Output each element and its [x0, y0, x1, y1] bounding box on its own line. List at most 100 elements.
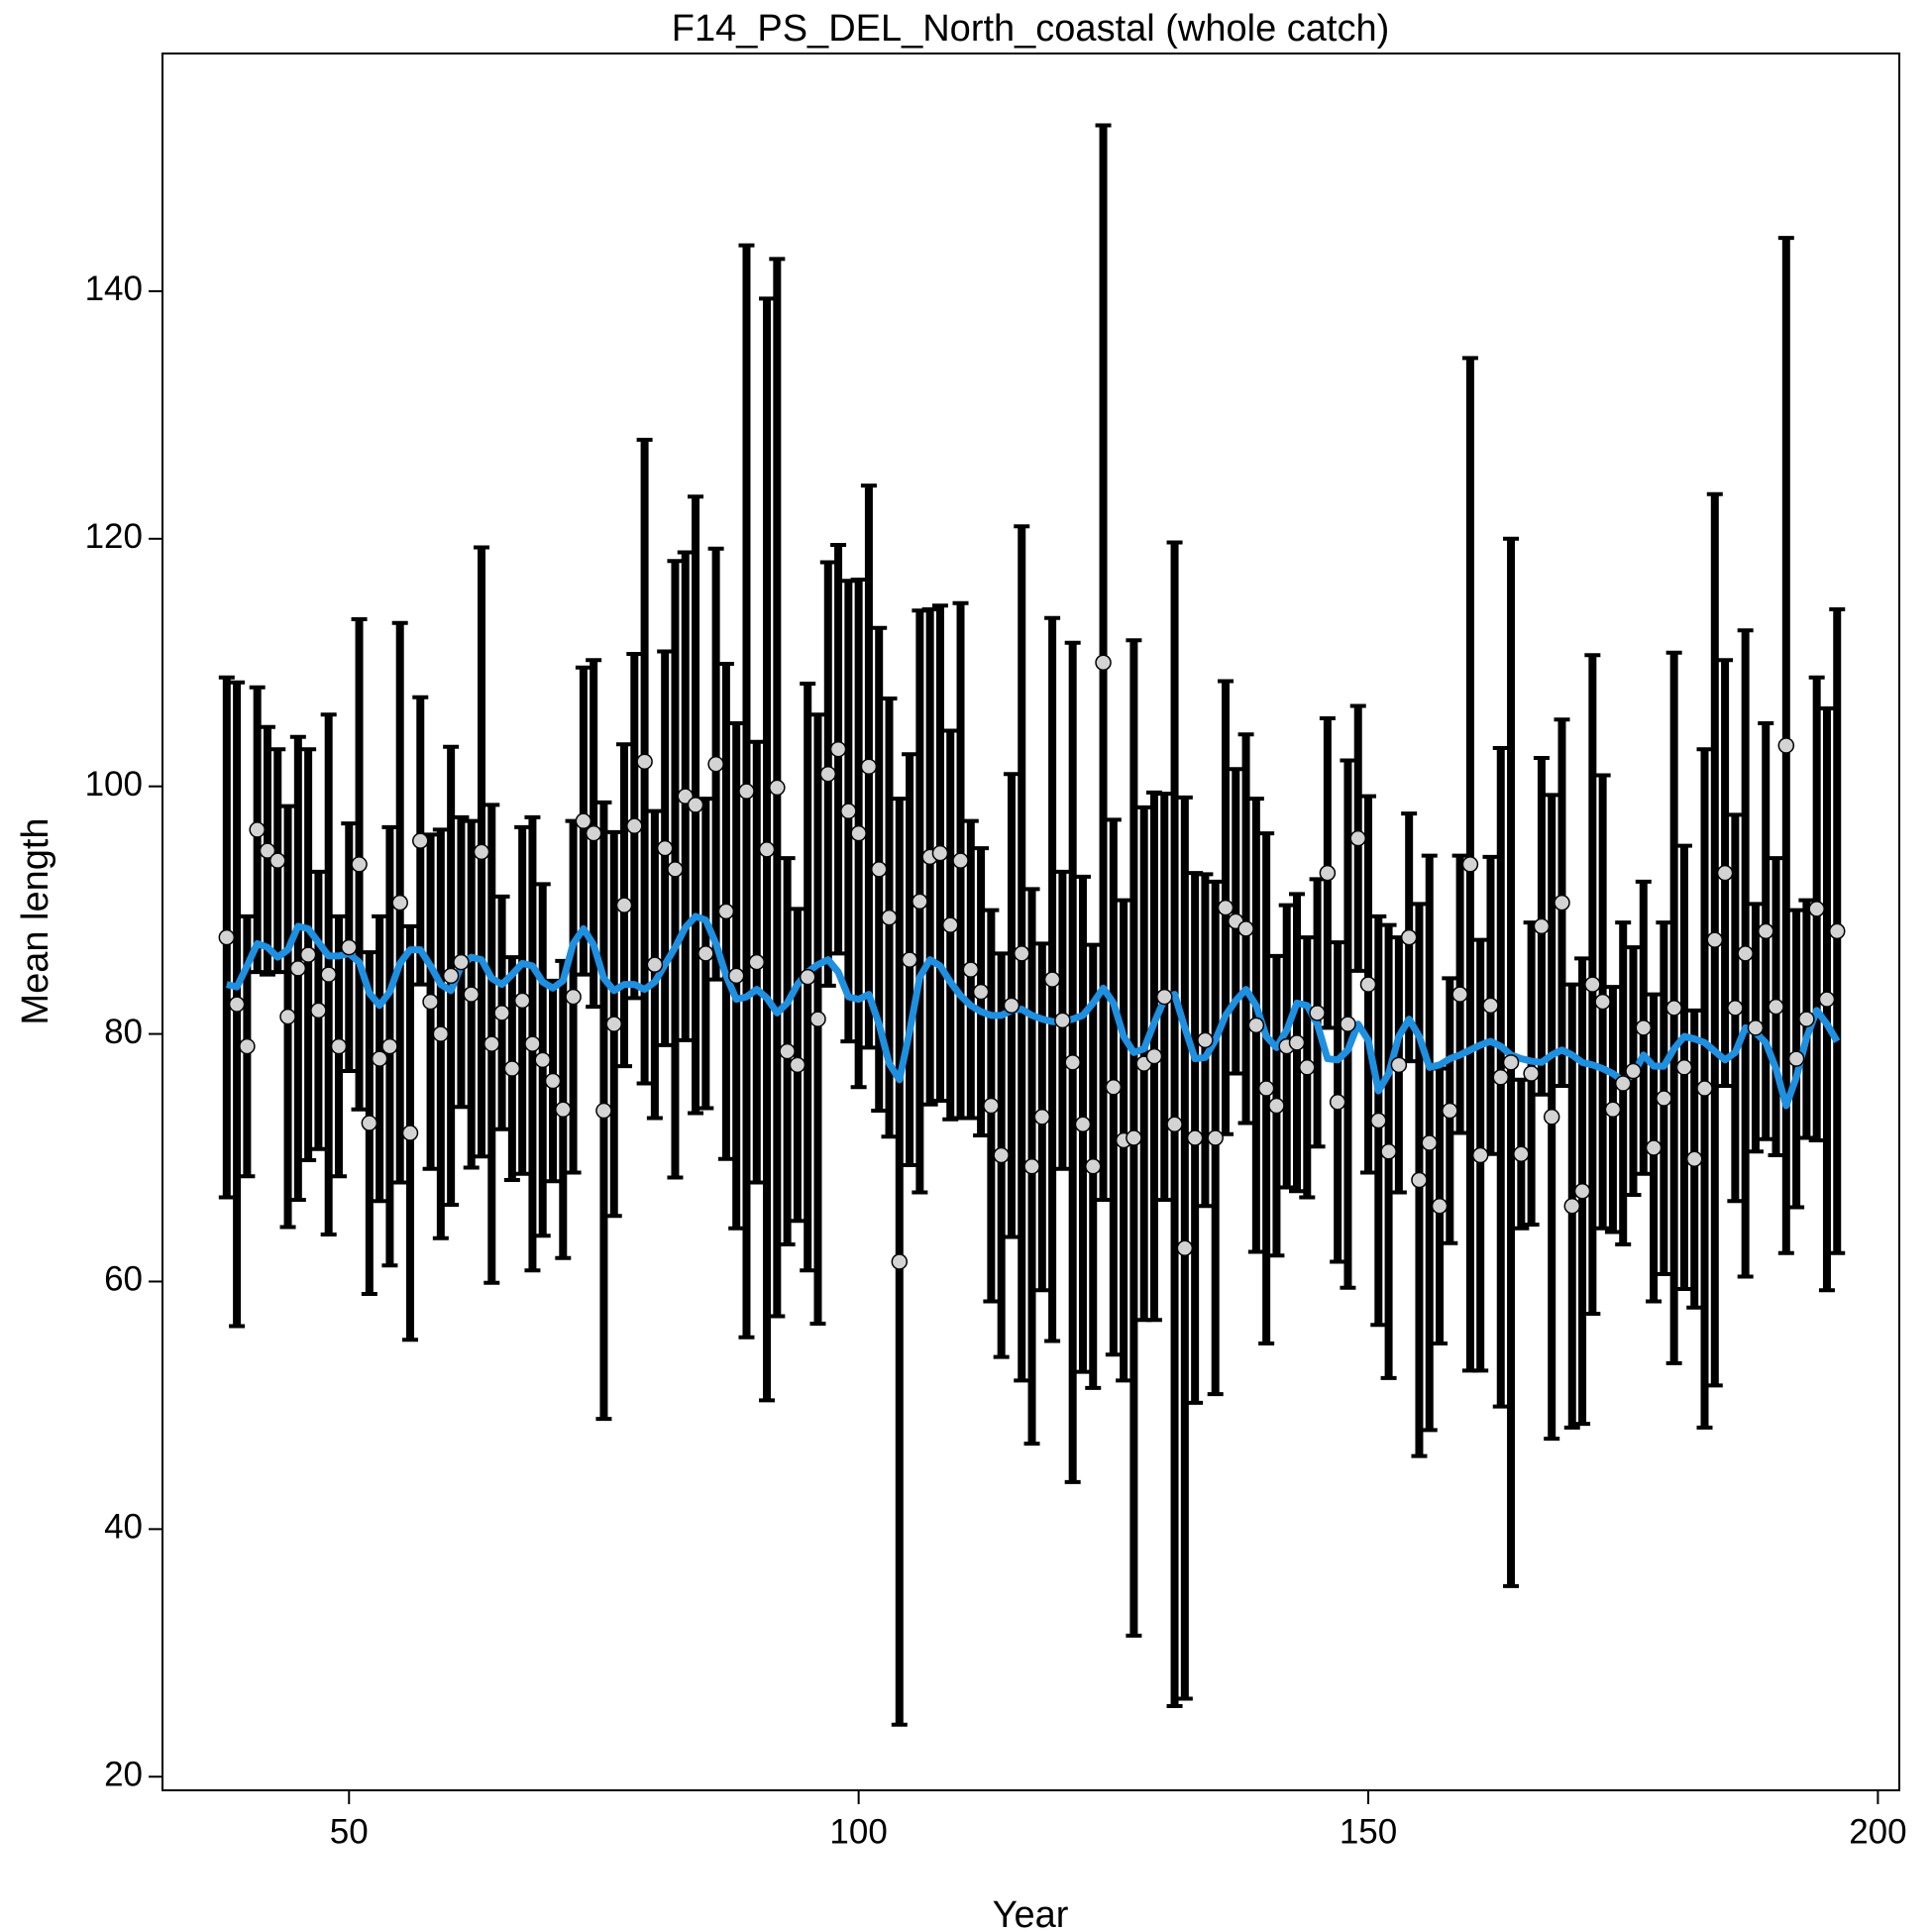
- point: [341, 938, 358, 956]
- point: [881, 909, 898, 926]
- point: [1268, 1097, 1285, 1115]
- point: [299, 946, 317, 963]
- point: [1145, 1047, 1163, 1065]
- point: [1768, 998, 1784, 1016]
- point: [727, 967, 745, 985]
- point: [1645, 1139, 1663, 1156]
- point: [1309, 1005, 1326, 1021]
- y-tick-label: 60: [104, 1260, 143, 1299]
- point: [1247, 1017, 1265, 1034]
- point: [544, 1072, 562, 1090]
- point: [442, 967, 460, 985]
- point: [432, 1025, 450, 1042]
- point: [1003, 997, 1020, 1015]
- point: [1207, 1129, 1224, 1146]
- point: [493, 1005, 510, 1021]
- point: [1370, 1112, 1387, 1129]
- point: [1023, 1158, 1040, 1175]
- point: [870, 861, 888, 878]
- point: [1757, 922, 1774, 940]
- point: [799, 968, 816, 986]
- point: [891, 1253, 909, 1270]
- point: [565, 988, 582, 1006]
- point: [239, 1037, 256, 1055]
- point: [1329, 1094, 1346, 1111]
- point: [738, 783, 755, 800]
- point: [931, 844, 949, 862]
- point: [1237, 920, 1254, 937]
- point: [483, 1035, 500, 1052]
- point: [758, 841, 776, 858]
- point: [789, 1056, 806, 1074]
- point: [1737, 945, 1754, 962]
- point: [748, 953, 766, 971]
- point: [1523, 1065, 1540, 1082]
- point: [555, 1101, 572, 1119]
- point: [1675, 1059, 1693, 1076]
- point: [1400, 928, 1418, 946]
- point: [534, 1051, 551, 1069]
- x-axis-label: Year: [993, 1894, 1069, 1932]
- point: [779, 1042, 796, 1060]
- point: [1482, 997, 1499, 1015]
- point: [1604, 1101, 1622, 1119]
- plot-frame: [161, 53, 1900, 1791]
- point: [646, 956, 664, 973]
- point: [1716, 864, 1734, 882]
- point: [1359, 976, 1377, 993]
- point: [962, 961, 980, 978]
- point: [636, 753, 653, 770]
- point: [1126, 1129, 1142, 1146]
- point: [473, 843, 490, 861]
- point: [1166, 1116, 1183, 1133]
- point: [381, 1037, 398, 1055]
- point: [524, 1035, 541, 1052]
- point: [1563, 1198, 1581, 1215]
- point: [1787, 1050, 1805, 1067]
- point: [330, 1037, 348, 1055]
- y-axis-label: Mean length: [15, 817, 56, 1024]
- y-tick-label: 100: [85, 765, 143, 804]
- point: [809, 1011, 826, 1027]
- point: [1685, 1150, 1703, 1168]
- point: [1635, 1020, 1653, 1036]
- point: [401, 1125, 419, 1141]
- point: [1492, 1069, 1510, 1086]
- point: [1176, 1239, 1194, 1256]
- point: [605, 1016, 622, 1032]
- point: [503, 1060, 521, 1077]
- point: [1033, 1109, 1051, 1126]
- point: [769, 779, 786, 797]
- point: [1614, 1075, 1632, 1092]
- point: [1013, 945, 1030, 962]
- x-tick-label: 200: [1849, 1812, 1906, 1851]
- point: [687, 797, 704, 813]
- point: [585, 824, 602, 842]
- y-tick-label: 20: [104, 1756, 143, 1794]
- point: [595, 1102, 612, 1120]
- point: [850, 824, 867, 842]
- x-tick-label: 100: [829, 1812, 887, 1851]
- point: [698, 945, 714, 962]
- point: [1828, 922, 1846, 940]
- point: [259, 842, 276, 859]
- point: [1340, 1016, 1356, 1032]
- point: [1074, 1116, 1092, 1133]
- smooth-line: [225, 912, 1841, 1110]
- point: [912, 893, 928, 911]
- point: [371, 1050, 388, 1067]
- point: [1656, 1090, 1672, 1107]
- point: [1217, 899, 1234, 916]
- point: [1257, 1080, 1275, 1097]
- point: [320, 966, 337, 983]
- point: [218, 928, 236, 946]
- point: [626, 817, 643, 834]
- point: [1197, 1031, 1214, 1049]
- point: [1431, 1198, 1449, 1215]
- point: [1471, 1146, 1489, 1164]
- point: [667, 861, 684, 878]
- point: [1706, 931, 1724, 948]
- point: [901, 951, 918, 968]
- point: [1064, 1054, 1081, 1071]
